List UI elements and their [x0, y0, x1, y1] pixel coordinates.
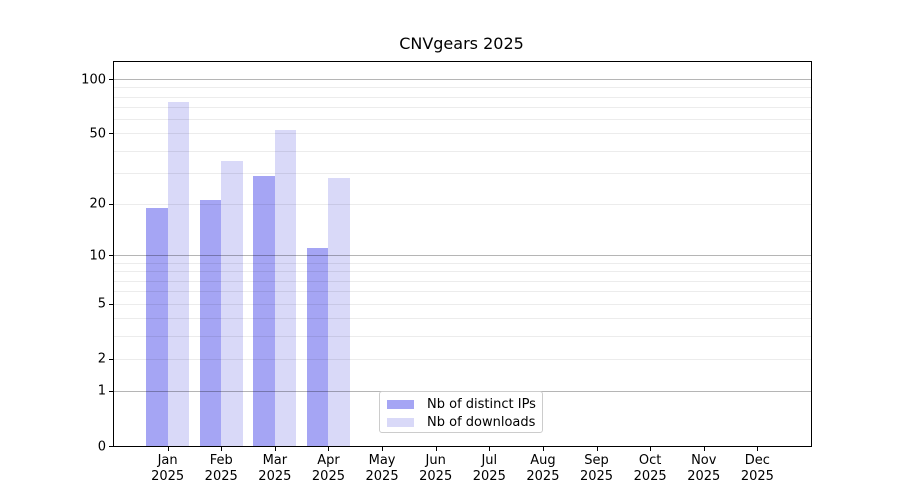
x-tick-mark	[489, 446, 491, 451]
y-tick-label: 1	[97, 383, 106, 399]
x-tick-mark	[650, 446, 652, 451]
x-tick-label-jul: Jul 2025	[449, 453, 529, 485]
x-tick-month: Feb	[209, 453, 233, 468]
gridline-minor	[114, 96, 811, 98]
y-tick-label: 20	[89, 196, 106, 212]
y-tick-label: 100	[81, 72, 106, 87]
bar-ips-mar	[253, 175, 275, 446]
y-tick-mark	[109, 358, 114, 360]
legend-item-downloads: Nb of downloads	[380, 413, 542, 431]
bar-ips-feb	[199, 200, 222, 446]
plot-area: 100 50 20 10 5 2 1 0 Jan 2025 Feb 2025 Mar 2025 Apr 202…	[81, 61, 812, 484]
x-tick-year: 2025	[151, 469, 185, 484]
y-tick-label: 0	[97, 439, 106, 454]
x-tick-mark	[542, 446, 544, 451]
x-tick-year: 2025	[633, 469, 667, 484]
x-tick-label-feb: Feb 2025	[181, 453, 261, 485]
x-tick-mark	[167, 446, 169, 451]
x-tick-month: Jun	[425, 453, 446, 468]
y-tick-label: 50	[89, 126, 106, 142]
y-tick-mark	[109, 255, 114, 257]
legend-swatch-distinct-ips	[387, 399, 414, 409]
y-tick-mark	[109, 446, 114, 447]
legend: Nb of distinct IPs Nb of downloads	[379, 391, 543, 433]
x-tick-month: Aug	[530, 453, 556, 468]
x-tick-mark	[221, 446, 223, 451]
x-tick-year: 2025	[472, 469, 506, 484]
legend-swatch-downloads	[387, 417, 414, 427]
x-tick-mark	[274, 446, 276, 451]
x-tick-label-jun: Jun 2025	[396, 453, 476, 485]
x-tick-label-apr: Apr 2025	[288, 453, 368, 485]
gridline-minor	[114, 119, 811, 121]
x-tick-year: 2025	[579, 469, 614, 484]
gridline-major	[114, 79, 811, 80]
x-tick-mark	[596, 446, 598, 451]
bar-downloads-feb	[221, 161, 243, 446]
x-tick-label-mar: Mar 2025	[235, 453, 315, 485]
x-tick-label-dec: Dec 2025	[717, 453, 797, 485]
y-tick-label: 10	[89, 248, 106, 264]
x-tick-month: Apr	[317, 453, 340, 468]
x-tick-month: Jul	[481, 453, 498, 468]
gridline-minor	[114, 107, 811, 109]
bar-downloads-apr	[328, 178, 350, 446]
x-tick-mark	[382, 446, 384, 451]
y-tick-label: 5	[97, 296, 106, 312]
x-tick-year: 2025	[311, 469, 345, 484]
x-tick-year: 2025	[687, 469, 721, 484]
bar-downloads-jan	[167, 101, 190, 446]
x-tick-month: Jan	[157, 453, 178, 468]
legend-label-downloads: Nb of downloads	[427, 414, 536, 430]
x-tick-mark	[435, 446, 437, 451]
x-tick-year: 2025	[526, 469, 560, 484]
y-tick-mark	[109, 79, 114, 80]
x-tick-mark	[328, 446, 330, 451]
x-tick-month: Mar	[262, 453, 288, 468]
gridline-minor	[114, 133, 811, 135]
x-tick-year: 2025	[419, 469, 453, 484]
x-tick-label-may: May 2025	[342, 453, 422, 485]
gridline-minor	[114, 172, 811, 174]
chart-title: CNVgears 2025	[399, 34, 524, 53]
x-tick-month: Oct	[638, 453, 662, 468]
x-tick-mark	[757, 446, 759, 451]
gridline-minor	[114, 87, 811, 89]
x-tick-month: May	[368, 453, 396, 468]
bar-ips-jan	[146, 207, 168, 446]
x-tick-label-nov: Nov 2025	[664, 453, 744, 485]
y-tick-mark	[109, 390, 114, 392]
y-tick-mark	[109, 303, 114, 305]
x-tick-year: 2025	[258, 469, 292, 484]
x-tick-month: Nov	[691, 453, 717, 468]
x-tick-label-jan: Jan 2025	[128, 453, 208, 485]
x-tick-label-sep: Sep 2025	[557, 453, 637, 485]
x-tick-year: 2025	[740, 469, 774, 484]
x-tick-month: Dec	[744, 453, 770, 468]
x-tick-year: 2025	[365, 469, 399, 484]
y-tick-mark	[109, 133, 114, 135]
x-tick-month: Sep	[584, 453, 609, 468]
y-tick-mark	[109, 203, 114, 205]
bar-ips-apr	[307, 248, 329, 446]
y-tick-label: 2	[97, 351, 106, 367]
legend-label-distinct-ips: Nb of distinct IPs	[427, 396, 536, 412]
x-tick-year: 2025	[204, 469, 238, 484]
x-tick-mark	[703, 446, 705, 451]
x-tick-label-aug: Aug 2025	[503, 453, 583, 485]
bar-downloads-mar	[274, 130, 297, 446]
legend-item-distinct-ips: Nb of distinct IPs	[380, 395, 542, 413]
x-tick-label-oct: Oct 2025	[610, 453, 690, 485]
gridline-minor	[114, 150, 811, 152]
